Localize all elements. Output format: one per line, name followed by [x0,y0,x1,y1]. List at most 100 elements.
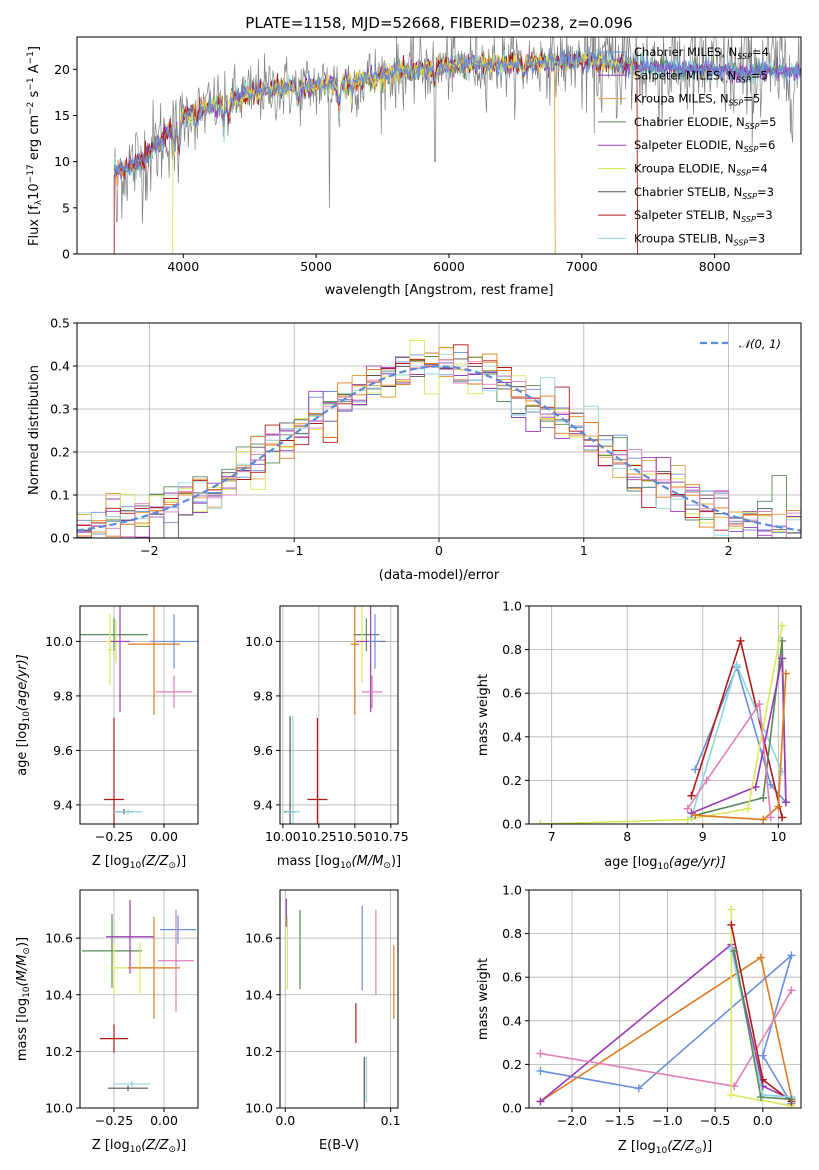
y-tick-label: 1.0 [502,599,522,614]
x-axis-label: E(B-V) [319,1138,359,1153]
marker-plus-salpeter_elodie [536,1097,545,1106]
x-tick-label: 0.0 [753,1113,773,1128]
label-part: )] [702,1139,712,1154]
legend-suffix: =4 [752,45,769,59]
marker-plus-orange [774,802,783,811]
marker-plus-kroupa_elodie [778,621,787,630]
legend-entry: Salpeter STELIB, NSSP=3 [634,208,773,224]
label-part: Z [log [618,1139,656,1154]
label-part: (Z/Z [141,854,169,869]
label-part: 10 [656,1146,668,1156]
errorbar-point-kroupa_stelib [114,1081,150,1087]
y-tick-label: 0.1 [50,488,70,503]
label-part: erg cm [27,115,42,164]
errorbar-point-chabrier_miles [367,614,383,669]
label-part: mass [log [277,854,340,869]
label-part: 10 [27,183,42,200]
grid-lines [80,606,198,824]
legend-entry: Chabrier ELODIE, NSSP=5 [634,115,776,131]
mass-weight-line-salpeter_elodie [539,943,792,1103]
label-part: mass [log [15,998,30,1061]
y-tick-label: 1.0 [502,883,522,898]
label-part: (Z/Z [141,1138,169,1153]
y-tick-label: 0.0 [502,817,522,832]
x-tick-label: 10.75 [373,829,409,844]
x-tick-label: −2.0 [557,1113,587,1128]
x-tick-label: −0.25 [95,1113,133,1128]
errorbar-point-chabrier_stelib [108,1085,148,1092]
y-tick-label: 0.3 [50,402,70,417]
label-part: −1 [26,51,36,64]
legend-label: Chabrier STELIB, N [634,185,742,199]
y-tick-label: 0.5 [50,316,70,331]
legend-entry: Salpeter ELODIE, NSSP=6 [634,138,775,154]
y-tick-label: 5 [62,200,70,215]
grid-lines [280,606,398,824]
marker-plus-orange [691,811,700,820]
errorbar-point-salpeter_elodie [110,606,130,713]
errorbar-point-kroupa_stelib [285,716,301,824]
x-tick-label: 9 [699,829,707,844]
x-tick-label: −2 [140,543,158,558]
mass-weight-line-chabrier_miles [540,954,793,1105]
ticks: −0.25 0.00 9.4 9.6 9.8 10.0 [45,634,178,844]
x-axis-label: Z [log10(Z/Z⊙)] [92,1138,186,1155]
marker-plus-orange [756,953,765,962]
y-tick-label: 0.4 [502,1013,522,1028]
x-tick-label: −0.25 [95,829,133,844]
legend-label: Chabrier ELODIE, N [634,115,745,129]
errorbar-point-kroupa_stelib [114,809,142,815]
label-part: 10 [130,1145,142,1155]
y-axis-label: age [log10(age/yr)] [15,654,32,776]
x-tick-label: 0.0 [275,1113,295,1128]
legend-label: Salpeter MILES, N [634,68,736,82]
plot-area [80,606,198,824]
mass-weight-line-kroupa_elodie [540,625,783,824]
mass-weight-line-chabrier_miles [694,666,787,803]
y-tick-label: 10.6 [245,931,273,946]
label-part: E(B-V) [319,1138,359,1153]
ticks: 10.00 10.25 10.50 10.75 9.4 9.6 9.8 10.0 [245,634,409,844]
plot-area [536,905,796,1108]
y-tick-label: 10.0 [245,634,273,649]
x-tick-label: −0.5 [700,1113,730,1128]
errorbar-point-kroupa_elodie [108,614,112,686]
errorbar-point-salpeter_stelib [104,717,124,824]
x-tick-label: 0.00 [150,1113,178,1128]
x-tick-label: 0 [435,543,443,558]
label-part: ⊙ [694,1146,702,1156]
x-tick-label: 0.1 [381,1113,401,1128]
errorbar-point-pink [156,675,192,709]
spectrum-axes: 4000 5000 6000 7000 8000 0 5 10 15 20 PLATE=1158, … [26,14,802,298]
legend-entry: Kroupa MILES, NSSP=5 [634,92,760,108]
axes-frame [279,889,399,1109]
legend-suffix: =3 [748,231,765,245]
y-tick-label: 0.2 [502,773,522,788]
label-part: (age/yr)] [669,855,726,870]
axes-frame [79,889,199,1109]
x-axis-label: age [log10(age/yr)] [604,855,726,872]
label-part: Z [log [92,854,130,869]
label-part: (age/yr)] [15,654,30,711]
label-part: −1 [26,77,36,90]
marker-plus-salpeter_stelib [727,920,736,929]
legend-label: Salpeter ELODIE, N [634,138,744,152]
label-part: ⊙ [383,861,391,871]
x-tick-label: −1.0 [652,1113,682,1128]
legend-suffix: =6 [758,138,775,152]
marker-plus-chabrier_elodie [787,1095,796,1104]
errorbar-point-salpeter_stelib [307,717,328,824]
errorbar-point-salpeter_stelib [100,1024,128,1053]
axes-frame [79,605,199,825]
legend-sub: SSP [729,99,744,108]
ticks: 4000 5000 6000 7000 8000 0 5 10 15 20 [54,62,731,274]
label-part: −17 [26,164,36,183]
y-tick-label: 9.8 [53,688,73,703]
x-tick-label: 10.50 [337,829,373,844]
label-part: ⊙ [168,1145,176,1155]
label-part: (M/M [352,854,384,869]
x-tick-label: 7 [548,829,556,844]
legend-suffix: =3 [756,208,773,222]
